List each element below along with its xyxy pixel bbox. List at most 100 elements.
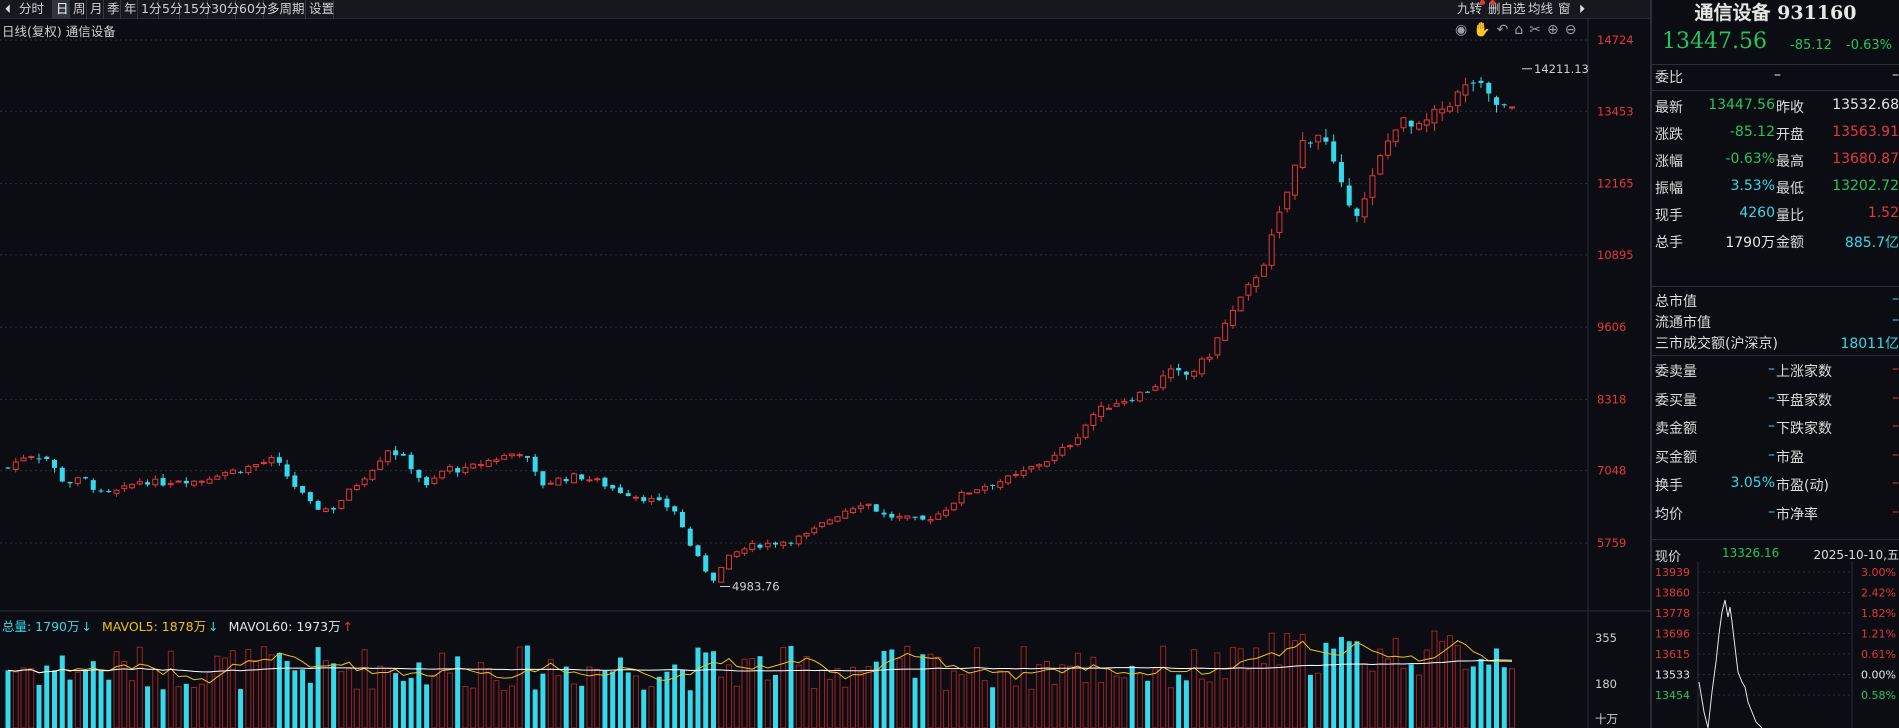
intraday-mini-chart[interactable]: 13939 3.00% 13860 2.42% 13778 1.82% 13696 1.21%… xyxy=(1652,562,1899,728)
volume-bar xyxy=(1276,664,1283,728)
volume-bar xyxy=(129,680,136,728)
candle-body xyxy=(1462,84,1469,96)
zoom-in-icon[interactable]: ⊕ xyxy=(1547,22,1565,38)
quote-label: 金额 xyxy=(1776,235,1804,251)
period-tab[interactable]: 年 xyxy=(121,0,138,19)
hand-icon[interactable]: ✋ xyxy=(1473,22,1497,38)
candle-body xyxy=(1260,264,1267,277)
candle-body xyxy=(268,456,275,464)
candle-body xyxy=(1051,454,1058,462)
stat-label: 卖金额 xyxy=(1655,421,1697,437)
period-tab[interactable]: 日 xyxy=(53,0,70,19)
volume-bar xyxy=(191,687,198,728)
remove-watchlist-button[interactable]: 删自选 xyxy=(1488,1,1526,16)
candle-body xyxy=(1291,164,1298,196)
candlestick-chart[interactable]: 14724 13453 12165 10895 9606 8318 7048 5759 355 1… xyxy=(0,19,1650,728)
candle-body xyxy=(28,456,35,459)
candle-body xyxy=(881,512,887,515)
mavol5-label: MAVOL5: 1878万 xyxy=(101,619,207,634)
volume-bar xyxy=(912,677,918,728)
mini-date: 2025-10-10,五 xyxy=(1813,548,1899,562)
quote-value: 13202.72 xyxy=(1832,178,1899,194)
prev-arrow-icon[interactable]: ⏴ xyxy=(4,2,11,16)
mini-price-tick: 13533 xyxy=(1655,669,1690,682)
volume-bar xyxy=(656,676,662,728)
quote-label: 涨跌 xyxy=(1655,127,1683,143)
window-button[interactable]: 窗 xyxy=(1558,1,1571,16)
candle-body xyxy=(1043,461,1050,467)
volume-bar xyxy=(935,656,942,728)
period-tab[interactable]: 分时 xyxy=(16,0,53,19)
quote-value: 13680.87 xyxy=(1832,151,1899,167)
candle-body xyxy=(1268,234,1275,266)
zoom-out-icon[interactable]: ⊖ xyxy=(1564,22,1583,38)
candle-body xyxy=(470,463,477,469)
volume-bar xyxy=(857,671,864,728)
volume-bar xyxy=(1415,674,1422,728)
volume-bar xyxy=(749,658,756,728)
candle-body xyxy=(1245,284,1252,296)
volume-bar xyxy=(1074,652,1081,728)
volume-bar xyxy=(1446,635,1453,728)
volume-bar xyxy=(1222,678,1229,728)
candle-body xyxy=(943,509,950,516)
period-tab[interactable]: 月 xyxy=(87,0,104,19)
candle-body xyxy=(1486,82,1492,94)
volume-bar xyxy=(1454,645,1461,728)
quote-row: 涨跌 -85.12 开盘 13563.91 xyxy=(1652,124,1899,144)
candle-body xyxy=(1191,370,1198,377)
volume-total: 总量: 1790万 xyxy=(2,619,80,634)
volume-bar xyxy=(1509,668,1515,728)
scissors-icon[interactable]: ✂ xyxy=(1529,22,1548,38)
candle-body xyxy=(1284,191,1291,210)
period-tab[interactable]: 60分 xyxy=(236,0,267,19)
lock-icon[interactable]: ⌂ xyxy=(1514,22,1530,38)
market-row: 三市成交额(沪深京) 18011亿 xyxy=(1652,333,1899,353)
volume-bar xyxy=(974,647,981,728)
candle-body xyxy=(462,466,469,474)
candle-body xyxy=(648,497,655,502)
volume-bar xyxy=(811,687,818,728)
period-tab[interactable]: 15分 xyxy=(180,0,211,19)
market-value: – xyxy=(1892,291,1899,307)
period-tab[interactable]: 周 xyxy=(70,0,87,19)
undo-icon[interactable]: ↶ xyxy=(1496,22,1515,38)
candle-body xyxy=(36,458,42,460)
period-tab[interactable]: 5分 xyxy=(159,0,182,19)
volume-bar xyxy=(648,686,655,728)
candle-body xyxy=(1369,175,1376,198)
volume-bar xyxy=(958,674,965,728)
candle-body xyxy=(927,518,934,522)
candle-body xyxy=(253,464,260,468)
stat-value: – xyxy=(1892,361,1899,377)
stat-label: 平盘家数 xyxy=(1776,392,1832,409)
candle-body xyxy=(129,484,136,489)
instrument-code: 931160 xyxy=(1777,2,1857,24)
period-tab[interactable]: 季 xyxy=(104,0,121,19)
candle-body xyxy=(950,502,957,511)
stat-label: 市净率 xyxy=(1776,506,1818,523)
next-arrow-icon[interactable]: ⏵ xyxy=(1578,2,1585,16)
period-tab[interactable]: 多周期 xyxy=(264,0,306,19)
period-tab[interactable]: 30分 xyxy=(208,0,239,19)
period-tab[interactable]: 设置 xyxy=(306,0,334,19)
stat-value: – xyxy=(1768,389,1775,406)
candle-body xyxy=(757,544,763,548)
candle-body xyxy=(1346,185,1352,206)
candle-body xyxy=(773,542,779,545)
candle-body xyxy=(896,515,903,519)
candle-body xyxy=(1338,162,1344,183)
candle-body xyxy=(672,506,678,512)
ma-button[interactable]: 均线 xyxy=(1528,1,1554,16)
candle-body xyxy=(52,459,58,468)
candle-body xyxy=(516,454,523,457)
jiuzhuan-button[interactable]: 九转 xyxy=(1457,1,1483,16)
quote-value: 3.53% xyxy=(1730,178,1775,194)
candle-body xyxy=(408,454,414,470)
period-tab[interactable]: 1分 xyxy=(138,0,161,19)
candle-body xyxy=(1105,407,1112,410)
eye-icon[interactable]: ◉ xyxy=(1455,22,1474,38)
quote-row: 最新 13447.56 昨收 13532.68 xyxy=(1652,97,1899,117)
candle-body xyxy=(493,459,500,463)
volume-bar xyxy=(1176,674,1182,728)
